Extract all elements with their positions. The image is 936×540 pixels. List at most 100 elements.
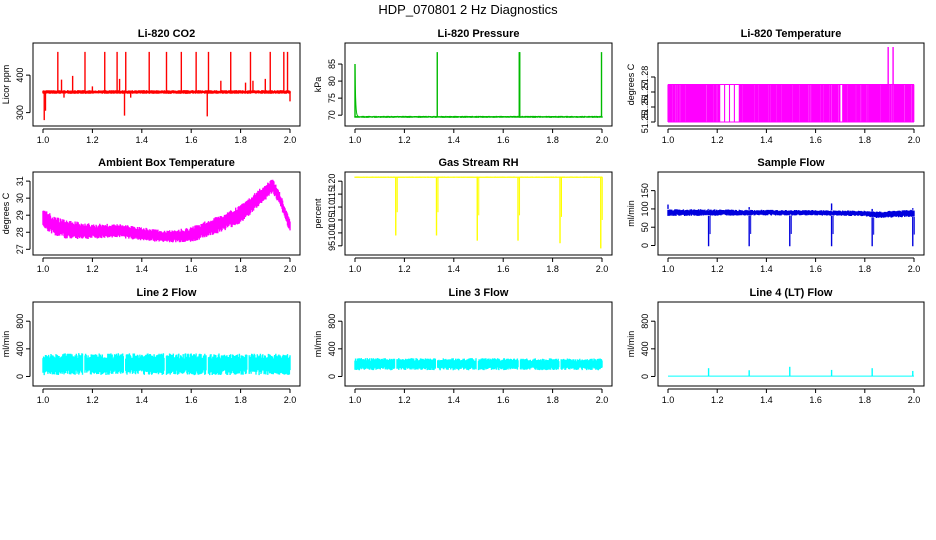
x-tick-label: 2.0 xyxy=(284,264,297,274)
panel-6: Sample Flow ml/min 1.0 1.2 1.4 1.6 1.8 2.0 0 50 10… xyxy=(626,157,925,274)
y-tick-label: 800 xyxy=(15,314,25,329)
x-axis: 1.0 1.2 1.4 1.6 1.8 2.0 xyxy=(37,257,297,274)
x-tick-label: 1.6 xyxy=(809,395,822,405)
y-tick-label: 51.27 xyxy=(640,81,650,104)
x-tick-label: 1.8 xyxy=(546,135,559,145)
x-axis: 1.0 1.2 1.4 1.6 1.8 2.0 xyxy=(662,128,921,145)
level-transitions xyxy=(667,84,915,122)
y-tick-label: 0 xyxy=(15,374,25,379)
x-tick-label: 1.2 xyxy=(711,135,724,145)
y-tick-label: 0 xyxy=(640,243,650,248)
x-tick-label: 1.8 xyxy=(859,395,872,405)
x-tick-label: 2.0 xyxy=(596,135,609,145)
plot-frame xyxy=(657,42,925,127)
y-axis-label: Licor ppm xyxy=(1,65,11,105)
y-tick-label: 51.25 xyxy=(640,111,650,134)
panel-title: Line 4 (LT) Flow xyxy=(750,287,833,299)
x-tick-label: 1.2 xyxy=(86,395,99,405)
plot-frame xyxy=(32,171,301,256)
y-tick-label: 85 xyxy=(327,59,337,69)
y-tick-label: 115 xyxy=(327,187,337,201)
x-tick-label: 1.4 xyxy=(760,395,773,405)
x-tick-label: 1.8 xyxy=(859,135,872,145)
x-tick-label: 1.4 xyxy=(448,135,461,145)
panel-7: Line 2 Flow ml/min 1.0 1.2 1.4 1.6 1.8 2.0 0 400 8… xyxy=(1,287,301,405)
y-axis-label: kPa xyxy=(313,77,323,93)
x-axis: 1.0 1.2 1.4 1.6 1.8 2.0 xyxy=(662,388,921,405)
panel-5: Gas Stream RH percent 1.0 1.2 1.4 1.6 1.8 2.0 95… xyxy=(313,157,613,274)
panel-9: Line 4 (LT) Flow ml/min 1.0 1.2 1.4 1.6 1.8 2.0… xyxy=(626,287,925,405)
x-tick-label: 1.4 xyxy=(448,264,461,274)
x-tick-label: 1.6 xyxy=(809,135,822,145)
panel-title: Line 2 Flow xyxy=(137,287,197,299)
y-tick-label: 800 xyxy=(327,314,337,329)
x-tick-label: 1.8 xyxy=(859,264,872,274)
x-tick-label: 1.2 xyxy=(398,135,411,145)
x-tick-label: 1.2 xyxy=(86,135,99,145)
panel-title: Ambient Box Temperature xyxy=(98,157,235,169)
y-axis-label: ml/min xyxy=(626,200,636,227)
x-tick-label: 1.8 xyxy=(234,395,247,405)
panel-8: Line 3 Flow ml/min 1.0 1.2 1.4 1.6 1.8 2.0 0 400 8… xyxy=(313,287,613,405)
y-tick-label: 29 xyxy=(15,210,25,220)
y-axis: 70 75 80 85 xyxy=(327,59,343,120)
x-tick-label: 2.0 xyxy=(908,395,921,405)
x-tick-label: 1.2 xyxy=(711,264,724,274)
x-tick-label: 1.4 xyxy=(448,395,461,405)
x-tick-label: 1.8 xyxy=(546,264,559,274)
x-tick-label: 1.8 xyxy=(546,395,559,405)
y-tick-label: 51.26 xyxy=(640,96,650,119)
x-tick-label: 1.4 xyxy=(760,135,773,145)
y-axis: 0 50 100 150 xyxy=(640,183,656,248)
panel-2: Li-820 Pressure kPa 1.0 1.2 1.4 1.6 1.8 2.0 70 75… xyxy=(313,28,613,145)
x-tick-label: 1.6 xyxy=(185,395,198,405)
noise-band xyxy=(667,209,915,218)
x-tick-label: 2.0 xyxy=(596,395,609,405)
y-tick-label: 80 xyxy=(327,76,337,86)
y-tick-label: 50 xyxy=(640,222,650,232)
y-axis: 0 400 800 xyxy=(640,314,656,379)
x-tick-label: 1.0 xyxy=(37,264,50,274)
x-tick-label: 1.0 xyxy=(37,395,50,405)
x-tick-label: 1.2 xyxy=(398,264,411,274)
y-tick-label: 400 xyxy=(640,341,650,356)
plot-frame xyxy=(344,301,613,387)
x-tick-label: 1.6 xyxy=(809,264,822,274)
x-tick-label: 2.0 xyxy=(908,135,921,145)
x-tick-label: 2.0 xyxy=(284,135,297,145)
x-tick-label: 1.6 xyxy=(497,395,510,405)
x-tick-label: 1.4 xyxy=(136,395,149,405)
figure-title: HDP_070801 2 Hz Diagnostics xyxy=(378,2,558,17)
y-axis-label: ml/min xyxy=(1,331,11,358)
plot-frame xyxy=(657,301,925,387)
data-series xyxy=(667,47,915,123)
y-tick-label: 70 xyxy=(327,110,337,120)
x-tick-label: 1.6 xyxy=(497,135,510,145)
x-tick-label: 2.0 xyxy=(908,264,921,274)
y-tick-label: 400 xyxy=(15,68,25,83)
x-tick-label: 1.6 xyxy=(497,264,510,274)
y-tick-label: 800 xyxy=(640,314,650,329)
x-tick-label: 2.0 xyxy=(284,395,297,405)
y-axis-label: degrees C xyxy=(626,63,636,105)
data-series xyxy=(354,52,603,118)
panel-title: Li-820 Temperature xyxy=(741,28,842,40)
x-tick-label: 1.8 xyxy=(234,135,247,145)
plot-frame xyxy=(32,42,301,127)
y-tick-label: 110 xyxy=(327,200,337,214)
x-tick-label: 1.0 xyxy=(662,135,675,145)
data-series xyxy=(42,353,291,376)
y-axis-label: degrees C xyxy=(1,192,11,234)
x-tick-label: 1.2 xyxy=(711,395,724,405)
y-tick-label: 300 xyxy=(15,105,25,120)
data-series xyxy=(42,51,291,121)
panel-title: Li-820 Pressure xyxy=(438,28,520,40)
y-axis: 300 400 xyxy=(15,68,31,120)
x-tick-label: 1.0 xyxy=(662,395,675,405)
x-axis: 1.0 1.2 1.4 1.6 1.8 2.0 xyxy=(349,257,608,274)
data-series xyxy=(668,366,914,377)
y-tick-label: 400 xyxy=(327,341,337,356)
